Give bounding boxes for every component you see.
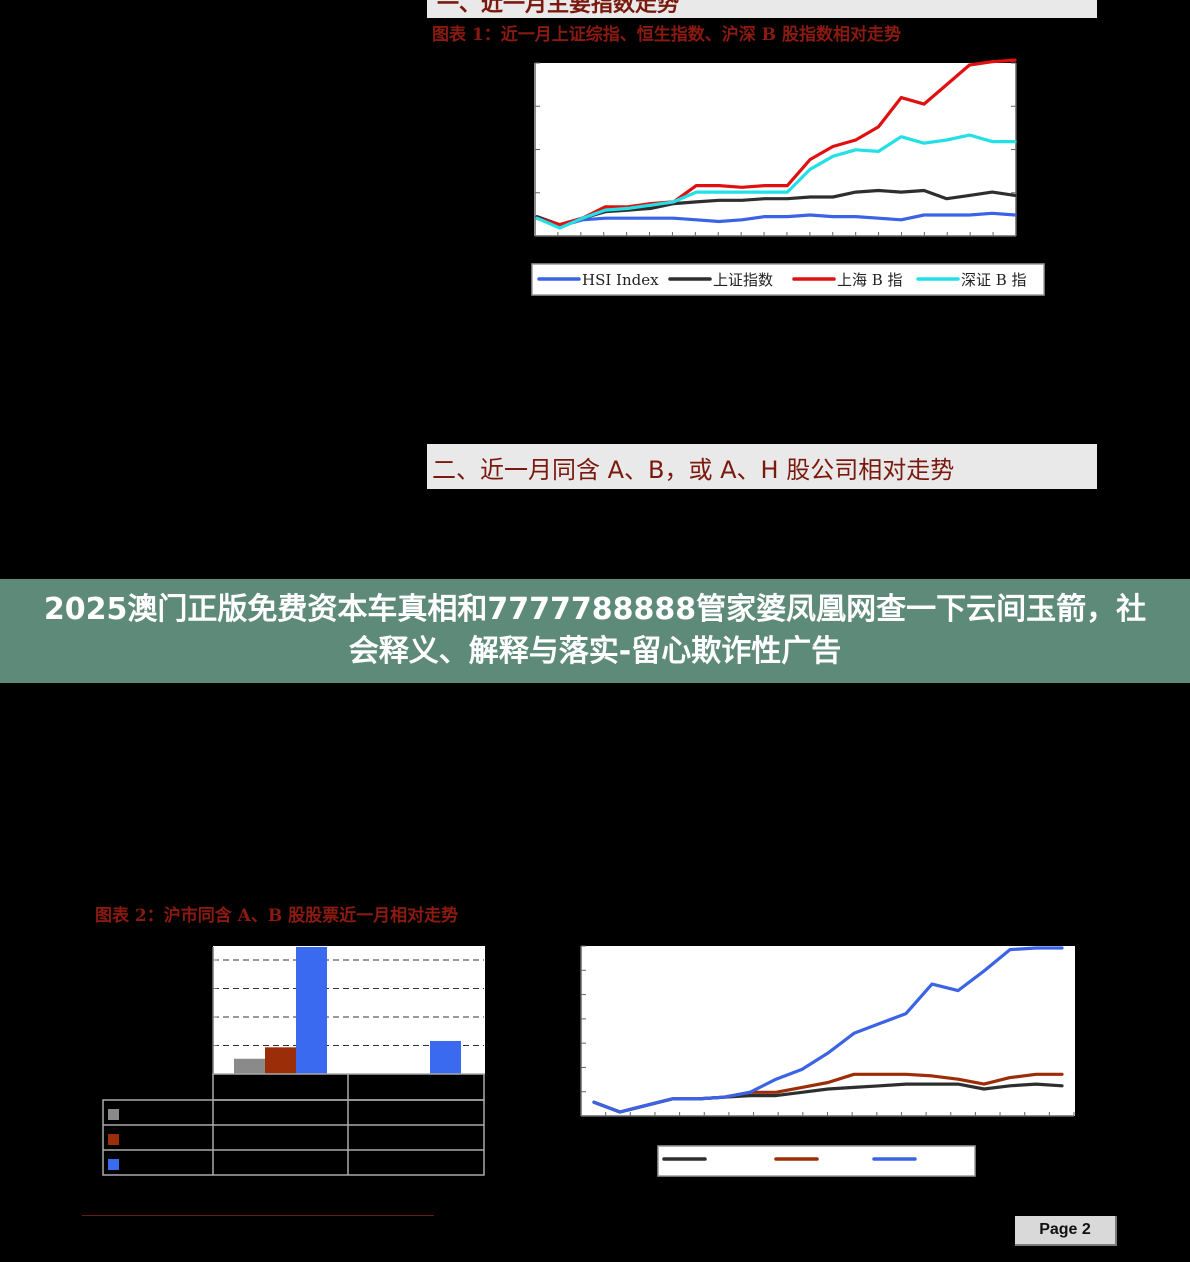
- fig2-line-series-line-2: [592, 946, 1064, 1114]
- fig2-bar-1-0: [265, 1047, 296, 1074]
- footer-rule: [82, 1215, 434, 1216]
- fig2-caption: 图表 2：沪市同含 A、B 股股票近一月相对走势: [95, 906, 459, 926]
- fig1-series-line-1: [535, 188, 1017, 227]
- fig1-legend: HSI Index 上证指数 上海 B 指 深证 B 指: [531, 263, 1045, 296]
- fig1-legend-label-1: 上证指数: [713, 271, 773, 289]
- page-number-button[interactable]: Page 2: [1015, 1216, 1117, 1246]
- ad-banner[interactable]: 2025澳门正版免费资本车真相和7777788888管家婆凤凰网查一下云间玉箭，…: [0, 579, 1190, 683]
- fig2-bar-bars: [234, 947, 461, 1074]
- page-number-label: Page 2: [1039, 1221, 1091, 1238]
- fig2-table-body: [102, 1099, 485, 1176]
- section2-header: 二、近一月同含 A、B，或 A、H 股公司相对走势: [427, 444, 1097, 489]
- section1-header-text: 一、近一月主要指数走势: [437, 0, 680, 17]
- section1-header-fragment: 一、近一月主要指数走势: [427, 0, 1097, 18]
- fig1-series-line-0: [535, 211, 1017, 228]
- fig1-axes: [534, 62, 1017, 237]
- fig1-series-group: [535, 58, 1017, 230]
- fig2-bar-2-1: [430, 1040, 461, 1074]
- fig2-line-legend: [657, 1145, 976, 1177]
- fig2-data-table: [102, 1073, 485, 1176]
- fig2-line-chart: [580, 945, 1075, 1177]
- fig2-table-legend-key-0: [108, 1109, 119, 1120]
- fig1-legend-label-2: 上海 B 指: [837, 271, 903, 289]
- section2-title: 二、近一月同含 A、B，或 A、H 股公司相对走势: [432, 456, 955, 484]
- fig2-bar-2-0: [296, 947, 327, 1074]
- fig2-bar-chart: [102, 946, 485, 1176]
- fig1-series-line-3: [535, 133, 1017, 230]
- fig1-legend-label-0: HSI Index: [582, 271, 659, 289]
- fig2-line-series-group: [592, 946, 1064, 1114]
- fig1-caption: 图表 1：近一月上证综指、恒生指数、沪深 B 股指数相对走势: [432, 25, 901, 45]
- fig1-legend-label-3: 深证 B 指: [961, 271, 1027, 289]
- fig1-line-chart: HSI Index 上证指数 上海 B 指 深证 B 指: [531, 58, 1045, 296]
- fig2-bar-0-0: [234, 1058, 265, 1074]
- fig1-series-line-2: [535, 58, 1017, 227]
- fig2-line-axes: [580, 945, 1075, 1117]
- ad-banner-text: 2025澳门正版免费资本车真相和7777788888管家婆凤凰网查一下云间玉箭，…: [43, 592, 1147, 669]
- fig2-table-legend-key-1: [108, 1134, 119, 1145]
- fig2-table-legend-key-2: [108, 1159, 119, 1170]
- fig2-line-legend-box: [657, 1145, 976, 1177]
